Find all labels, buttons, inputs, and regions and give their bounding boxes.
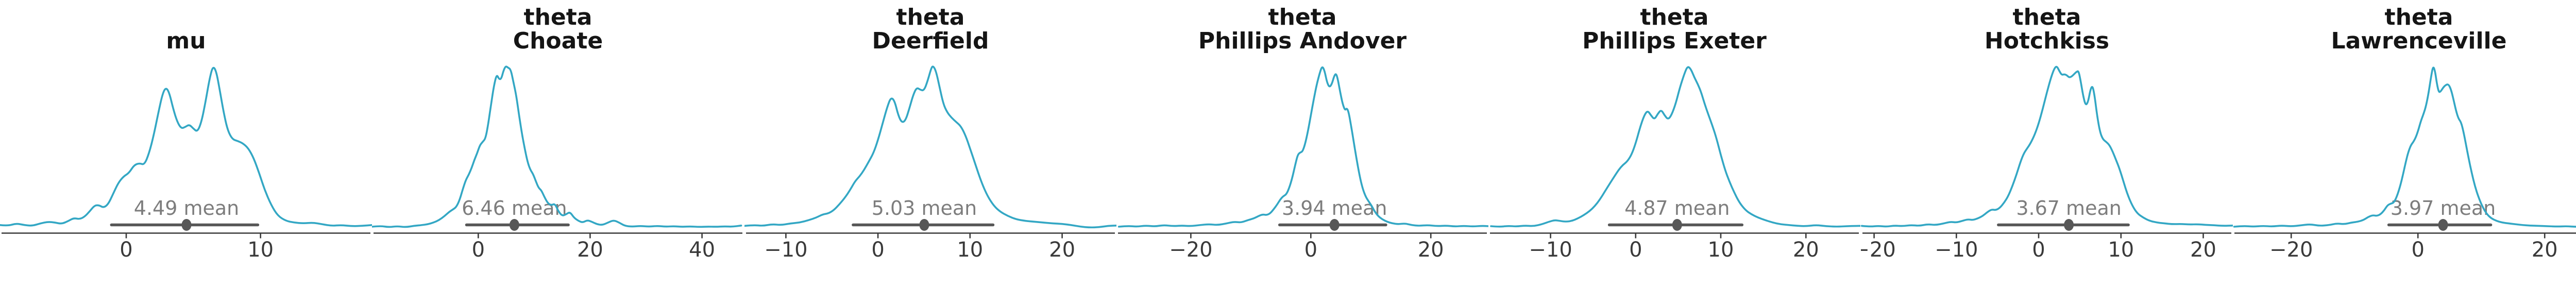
x-tick-label: 20 (2190, 238, 2216, 262)
kde-curve (1490, 66, 1860, 228)
kde-plot: −20 0 20 3.94 mean (1117, 66, 1488, 262)
kde-plot: −10 0 10 20 5.03 mean (744, 65, 1116, 262)
x-tick-label: 20 (1418, 238, 1444, 262)
panel-title: theta Hotchkiss (1861, 3, 2233, 54)
posterior-panel-theta-phillips-andover: theta Phillips Andover −20 0 20 3.94 mean (1116, 0, 1488, 288)
x-tick-label: −10 (764, 238, 807, 262)
x-tick-label: 0 (1304, 238, 1317, 262)
mean-dot (2438, 219, 2448, 231)
mean-label: 3.67 mean (2016, 197, 2121, 219)
panel-title: theta Phillips Andover (1116, 3, 1488, 54)
mean-label: 4.87 mean (1624, 197, 1730, 219)
panel-title: theta Choate (372, 3, 744, 54)
panel-title-line: Deerfield (872, 28, 989, 55)
mean-label: 6.46 mean (462, 197, 567, 219)
panel-title-line: theta (523, 4, 592, 30)
panel-title: theta Phillips Exeter (1488, 3, 1860, 54)
x-tick-label: 20 (1793, 238, 1819, 262)
mean-dot (1329, 219, 1340, 231)
x-tick-label: 0 (871, 238, 884, 262)
panel-title-line: Phillips Andover (1198, 28, 1407, 55)
x-tick-label: 0 (2032, 238, 2045, 262)
posterior-panel-theta-deerfield: theta Deerfield −10 0 10 20 5.03 mean (744, 0, 1116, 288)
kde-curve (372, 65, 742, 228)
mean-label: 5.03 mean (872, 197, 977, 219)
kde-plot: 0 10 4.49 mean (0, 66, 372, 262)
panel-title: theta Deerfield (744, 3, 1116, 54)
x-tick-label: −20 (1861, 238, 1896, 262)
posterior-panel-theta-hotchkiss: theta Hotchkiss −20 −10 0 10 20 3.67 mean (1861, 0, 2233, 288)
x-tick-label: 0 (120, 238, 132, 262)
x-tick-label: −10 (1529, 238, 1572, 262)
panel-title-line: theta (2384, 4, 2453, 30)
panel-title-line: mu (166, 28, 206, 55)
x-tick-label: −10 (1935, 238, 1978, 262)
mean-dot (919, 219, 929, 231)
x-tick-label: 40 (689, 238, 715, 262)
panel-title-line: theta (896, 4, 965, 30)
kde-plot: 0 20 40 6.46 mean (372, 65, 742, 262)
x-tick-label: 10 (957, 238, 983, 262)
posterior-panel-mu: mu 0 10 4.49 mean (0, 0, 372, 288)
posterior-panel-theta-choate: theta Choate 0 20 40 6.46 mean (372, 0, 744, 288)
panel-title-line: Choate (513, 28, 603, 55)
x-tick-label: 10 (1708, 238, 1734, 262)
panel-title-line: Phillips Exeter (1582, 28, 1767, 55)
kde-curve (1861, 65, 2233, 228)
posterior-panel-theta-phillips-exeter: theta Phillips Exeter −10 0 10 20 4.87 mean (1488, 0, 1860, 288)
x-tick-label: 0 (1629, 238, 1642, 262)
mean-dot (1672, 219, 1682, 231)
mean-label: 3.94 mean (1282, 197, 1387, 219)
panel-title-line: theta (2012, 4, 2081, 30)
x-tick-label: 0 (472, 238, 485, 262)
kde-curve (744, 65, 1116, 229)
kde-plot: −20 0 20 3.97 mean (2233, 66, 2576, 262)
x-tick-label: 0 (2411, 238, 2424, 262)
panel-title-line: theta (1640, 4, 1709, 30)
x-tick-label: 20 (577, 238, 603, 262)
x-tick-label: 10 (247, 238, 274, 262)
panel-title: theta Lawrenceville (2233, 3, 2576, 54)
kde-curve (2233, 66, 2576, 228)
x-tick-label: −20 (1169, 238, 1212, 262)
kde-curve (0, 66, 372, 227)
panel-title: mu (0, 3, 372, 54)
mean-dot (509, 219, 519, 231)
mean-label: 3.97 mean (2391, 197, 2496, 219)
panel-title-line: Hotchkiss (1984, 28, 2110, 55)
panel-title-line: theta (1268, 4, 1337, 30)
mean-dot (2064, 219, 2074, 231)
kde-plot: −20 −10 0 10 20 3.67 mean (1861, 65, 2233, 262)
x-tick-label: 20 (2532, 238, 2558, 262)
x-tick-label: 10 (2108, 238, 2134, 262)
mean-dot (181, 219, 192, 231)
kde-plot: −10 0 10 20 4.87 mean (1490, 66, 1860, 262)
x-tick-label: −20 (2269, 238, 2313, 262)
kde-curve (1117, 66, 1488, 228)
mean-label: 4.49 mean (134, 197, 239, 219)
panel-title-line: Lawrenceville (2331, 28, 2507, 55)
posterior-panel-theta-lawrenceville: theta Lawrenceville −20 0 20 3.97 mean (2233, 0, 2576, 288)
x-tick-label: 20 (1049, 238, 1075, 262)
